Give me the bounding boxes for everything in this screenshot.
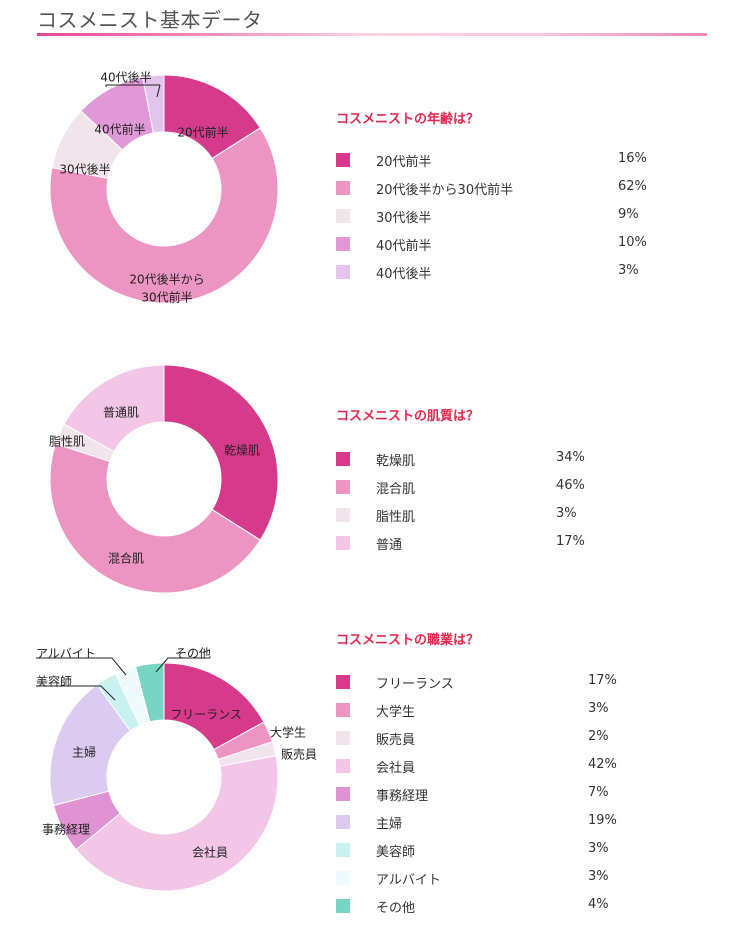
legend-percent: 3% — [556, 506, 577, 521]
legend-label: その他 — [376, 901, 416, 916]
donut-slice — [75, 755, 279, 892]
legend-swatch — [336, 508, 350, 522]
legend-label: 主婦 — [376, 817, 403, 832]
slice-label: 販売員 — [281, 747, 317, 762]
slice-label: 乾燥肌 — [224, 444, 260, 458]
callout-line — [156, 84, 161, 98]
slice-label: 美容師 — [36, 674, 72, 689]
callout-line — [155, 657, 210, 673]
legend-percent: 3% — [588, 701, 609, 716]
legend-swatch — [336, 536, 350, 550]
section-heading: コスメニストの肌質は？ — [336, 409, 480, 424]
page-title: コスメニスト基本データ — [37, 8, 263, 32]
slice-label: 20代後半から — [129, 273, 204, 287]
legend-percent: 3% — [618, 263, 639, 278]
donut-slice — [49, 127, 279, 304]
title-divider — [37, 33, 707, 36]
legend-label: 美容師 — [376, 845, 416, 860]
legend-swatch — [336, 237, 350, 251]
slice-label: 主婦 — [72, 745, 96, 760]
legend-percent: 7% — [588, 785, 609, 800]
callout-line — [36, 685, 116, 701]
slice-label: 混合肌 — [108, 551, 144, 566]
legend-percent: 2% — [588, 729, 609, 744]
slice-label: フリーランス — [170, 708, 242, 722]
legend-percent: 9% — [618, 207, 639, 222]
legend-label: 販売員 — [376, 733, 416, 748]
legend-label: フリーランス — [376, 677, 454, 692]
legend-swatch — [336, 787, 350, 801]
donut-slice — [163, 364, 279, 541]
legend-label: 会社員 — [376, 761, 416, 776]
legend-percent: 46% — [556, 478, 585, 493]
legend-label: 事務経理 — [376, 789, 429, 804]
legend-label: 20代後半から30代前半 — [376, 183, 514, 198]
slice-label: 30代後半 — [59, 163, 110, 177]
slice-label: アルバイト — [36, 647, 96, 661]
legend-percent: 16% — [618, 151, 647, 166]
donut-slice — [63, 364, 165, 453]
slice-label: 脂性肌 — [49, 434, 85, 449]
legend-swatch — [336, 153, 350, 167]
legend-label: 20代前半 — [376, 155, 432, 170]
legend-swatch — [336, 181, 350, 195]
slice-label: その他 — [175, 647, 211, 661]
slice-label: 普通肌 — [103, 406, 139, 420]
legend-label: アルバイト — [376, 873, 441, 888]
slice-label: 会社員 — [192, 845, 228, 860]
callout-line — [105, 84, 160, 87]
legend-swatch — [336, 703, 350, 717]
legend-percent: 62% — [618, 179, 647, 194]
slice-label: 20代前半 — [177, 125, 228, 140]
legend-label: 脂性肌 — [376, 510, 416, 525]
legend-label: 乾燥肌 — [376, 454, 416, 469]
slice-label: 大学生 — [270, 725, 306, 740]
legend-swatch — [336, 759, 350, 773]
legend-percent: 17% — [556, 534, 585, 549]
legend-percent: 19% — [588, 813, 617, 828]
legend-swatch — [336, 675, 350, 689]
legend-swatch — [336, 899, 350, 913]
legend-swatch — [336, 209, 350, 223]
section-heading: コスメニストの年齢は？ — [336, 112, 480, 127]
legend-swatch — [336, 452, 350, 466]
legend-label: 40代前半 — [376, 239, 432, 254]
legend-percent: 17% — [588, 673, 617, 688]
legend-swatch — [336, 815, 350, 829]
slice-label: 40代前半 — [94, 122, 145, 137]
legend-percent: 3% — [588, 841, 609, 856]
donut-slice — [49, 684, 132, 806]
slice-label: 40代後半 — [100, 71, 151, 85]
donut-slice — [49, 443, 261, 594]
slice-label: 30代前半 — [141, 290, 192, 305]
legend-label: 大学生 — [376, 705, 416, 720]
legend-label: 40代後半 — [376, 267, 432, 282]
legend-percent: 42% — [588, 757, 617, 772]
callout-line — [36, 657, 127, 676]
legend-label: 混合肌 — [376, 482, 416, 497]
legend-swatch — [336, 843, 350, 857]
legend-percent: 4% — [588, 897, 609, 912]
slice-label: 事務経理 — [42, 823, 90, 837]
legend-label: 30代後半 — [376, 211, 432, 226]
donut-slice — [135, 662, 165, 723]
legend-percent: 3% — [588, 869, 609, 884]
legend-swatch — [336, 480, 350, 494]
section-heading: コスメニストの職業は？ — [336, 633, 480, 648]
donut-chart-1: 40代後半 40代前半 30代後半 20代前半 20代後半から 30代前半 — [49, 71, 279, 305]
legend-swatch — [336, 265, 350, 279]
legend-swatch — [336, 871, 350, 885]
legend-percent: 34% — [556, 450, 585, 465]
legend-label: 普通 — [376, 538, 403, 553]
legend-swatch — [336, 731, 350, 745]
legend-percent: 10% — [618, 235, 647, 250]
